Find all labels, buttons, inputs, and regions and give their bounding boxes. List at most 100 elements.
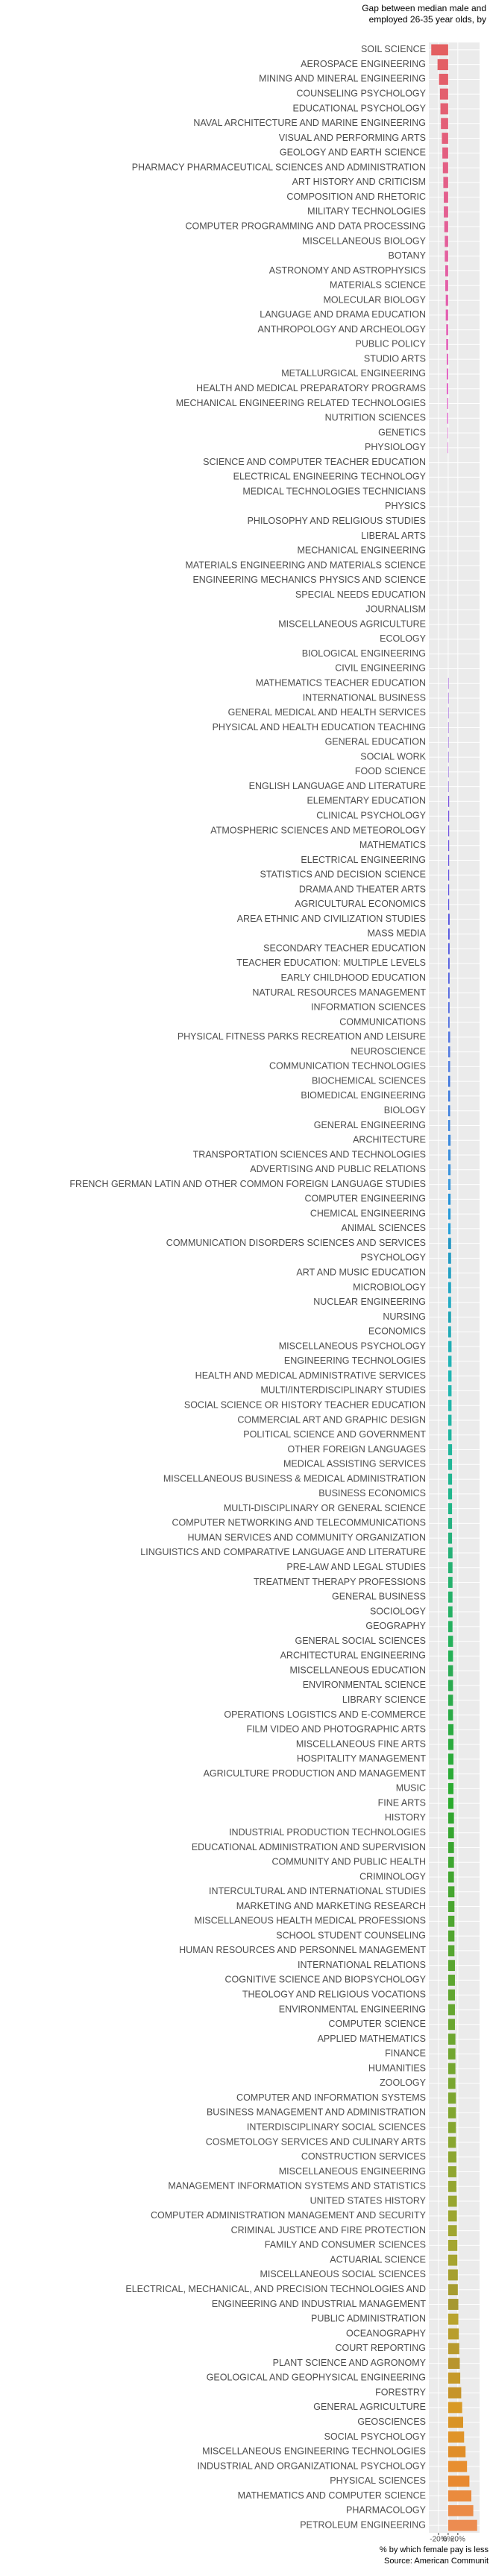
bar [447,2107,456,2118]
bar [447,1414,452,1426]
y-tick-label: COMMUNITY AND PUBLIC HEALTH [271,1857,426,1867]
y-tick-label: SECONDARY TEACHER EDUCATION [263,943,426,953]
y-tick-label: ENGINEERING AND INDUSTRIAL MANAGEMENT [212,2299,426,2309]
bar [447,398,448,409]
y-tick-label: MISCELLANEOUS HEALTH MEDICAL PROFESSIONS [195,1916,427,1926]
y-tick-label: LIBRARY SCIENCE [342,1694,426,1705]
y-tick-label: ELECTRICAL ENGINEERING TECHNOLOGY [233,472,427,482]
y-tick-label: COMMERCIAL ART AND GRAPHIC DESIGN [237,1414,426,1425]
y-tick-label: INDUSTRIAL PRODUCTION TECHNOLOGIES [229,1827,426,1838]
bar [447,1164,451,1176]
bar [447,2461,468,2472]
bar [447,1503,453,1515]
y-tick-label: PHYSICAL SCIENCES [330,2475,426,2486]
y-tick-label: GEOLOGY AND EARTH SCIENCE [280,148,426,158]
bar [447,736,449,748]
y-tick-label: PHYSICS [385,501,426,511]
bar [447,2387,462,2399]
y-tick-label: POLITICAL SCIENCE AND GOVERNMENT [243,1429,426,1440]
y-tick-label: COMPUTER PROGRAMMING AND DATA PROCESSING [186,221,427,231]
y-tick-label: STUDIO ARTS [364,353,426,364]
bar [447,2151,456,2163]
bar [447,1532,453,1544]
bar [447,1473,453,1485]
y-tick-label: MATERIALS ENGINEERING AND MATERIALS SCIE… [185,560,426,570]
bar [447,1060,450,1072]
bar [439,74,448,85]
y-tick-label: COMPOSITION AND RHETORIC [286,192,426,202]
y-tick-label: NUCLEAR ENGINEERING [313,1297,426,1307]
bar [447,1960,455,1972]
y-tick-label: NAVAL ARCHITECTURE AND MARINE ENGINEERIN… [193,118,426,128]
y-tick-label: MULTI-DISCIPLINARY OR GENERAL SCIENCE [224,1503,426,1513]
y-tick-label: GENERAL MEDICAL AND HEALTH SERVICES [228,707,426,718]
y-tick-label: THEOLOGY AND RELIGIOUS VOCATIONS [242,1990,426,2000]
y-tick-label: PRE-LAW AND LEGAL STUDIES [286,1562,426,1572]
y-tick-label: OPERATIONS LOGISTICS AND E-COMMERCE [224,1709,426,1720]
bar [447,1341,452,1352]
bar [447,1223,451,1235]
y-tick-label: ELECTRICAL, MECHANICAL, AND PRECISION TE… [125,2284,426,2294]
y-tick-label: MISCELLANEOUS FINE ARTS [296,1738,426,1749]
y-tick-label: COMMUNICATION DISORDERS SCIENCES AND SER… [166,1238,426,1248]
bar [447,1001,450,1013]
y-tick-label: COMPUTER SCIENCE [328,2019,426,2029]
bar [447,1989,455,2001]
y-tick-label: INTERNATIONAL RELATIONS [298,1960,426,1970]
y-tick-label: GENERAL AGRICULTURE [313,2402,426,2412]
bar [447,1355,452,1367]
bar [446,383,448,395]
bar [447,2225,457,2237]
bar [447,1193,451,1205]
bar [447,2284,458,2296]
y-tick-label: EARLY CHILDHOOD EDUCATION [281,972,426,983]
y-tick-label: GENERAL EDUCATION [325,737,426,747]
bar [445,309,448,321]
y-tick-label: GENERAL BUSINESS [332,1592,426,1602]
bar [447,692,449,704]
y-tick-label: INFORMATION SCIENCES [311,1002,426,1013]
x-tick-label: -20% [430,2536,447,2544]
y-tick-label: BIOLOGY [384,1105,427,1115]
y-tick-label: AGRICULTURE PRODUCTION AND MANAGEMENT [204,1768,427,1779]
y-tick-label: INDUSTRIAL AND ORGANIZATIONAL PSYCHOLOGY [197,2461,426,2471]
bar [447,2328,459,2340]
bar [447,2136,456,2148]
y-tick-label: PHYSICAL FITNESS PARKS RECREATION AND LE… [178,1031,426,1042]
bar [447,442,448,454]
bar [447,1665,453,1677]
y-tick-label: EDUCATIONAL PSYCHOLOGY [292,103,426,113]
y-tick-label: SOCIAL WORK [360,751,426,762]
y-tick-label: HEALTH AND MEDICAL PREPARATORY PROGRAMS [196,383,426,393]
bar [447,2402,462,2414]
bar [447,1120,450,1131]
bar [442,162,448,174]
y-tick-label: MATERIALS SCIENCE [330,280,426,291]
y-tick-label: HUMAN SERVICES AND COMMUNITY ORGANIZATIO… [188,1532,426,1542]
bar [447,2313,459,2325]
bar [447,2343,459,2355]
bar [447,1782,454,1794]
bar [443,177,448,189]
bar [444,192,448,203]
y-tick-label: MASS MEDIA [368,928,427,939]
y-tick-label: ELEMENTARY EDUCATION [307,796,426,806]
y-tick-label: GEOLOGICAL AND GEOPHYSICAL ENGINEERING [207,2373,426,2383]
y-tick-label: FOOD SCIENCE [355,766,426,776]
y-tick-label: HEALTH AND MEDICAL ADMINISTRATIVE SERVIC… [195,1370,426,1381]
bar [447,2048,456,2060]
y-tick-label: CIVIL ENGINEERING [335,663,426,674]
y-tick-label: CLINICAL PSYCHOLOGY [316,810,426,820]
bar [444,206,448,218]
y-tick-label: MISCELLANEOUS ENGINEERING TECHNOLOGIES [202,2446,426,2457]
bar [447,1090,450,1102]
y-tick-label: NURSING [383,1311,426,1322]
bar [445,279,448,291]
y-tick-label: PHYSICAL AND HEALTH EDUCATION TEACHING [213,722,426,732]
y-tick-label: HUMAN RESOURCES AND PERSONNEL MANAGEMENT [179,1945,426,1955]
y-tick-label: SOCIAL PSYCHOLOGY [324,2431,427,2442]
y-tick-label: FINANCE [385,2048,426,2059]
y-tick-label: SOIL SCIENCE [361,44,426,54]
bar [442,147,448,159]
bar [447,1149,451,1161]
